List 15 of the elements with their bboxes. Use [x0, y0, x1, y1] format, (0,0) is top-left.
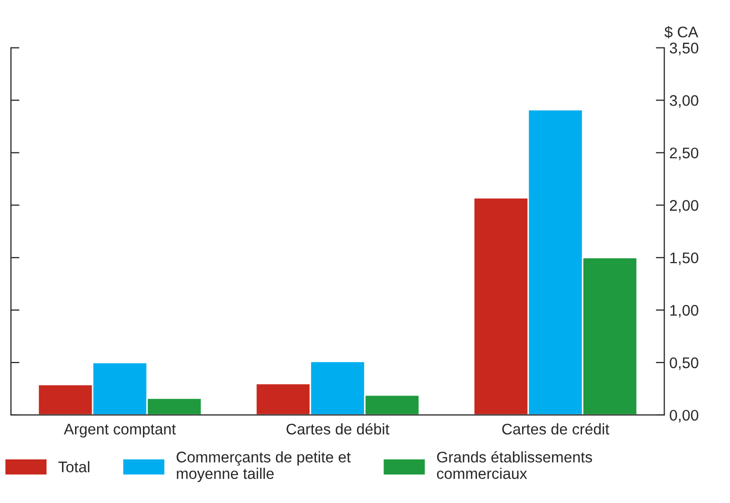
y-tick-label: 3,00 — [670, 95, 698, 108]
x-tick-label: Cartes de crédit — [502, 423, 610, 435]
x-tick-label: Argent comptant — [64, 424, 176, 438]
y-tick-label: 3,50 — [670, 42, 698, 56]
y-tick-label: 2,00 — [670, 200, 698, 213]
x-tick-label: Cartes de débit — [286, 423, 390, 435]
y-tick-label: 1,50 — [670, 252, 698, 266]
legend-label: Commerçants de petite et moyenne taille — [176, 451, 351, 482]
y-tick-label: 0,00 — [670, 410, 698, 422]
legend-label: Grands établissements commerciaux — [436, 451, 592, 479]
y-tick-label: 2,50 — [670, 148, 698, 160]
y-axis-title: $ CA — [664, 26, 698, 38]
y-tick-label: 0,50 — [670, 357, 698, 370]
legend-label: Total — [58, 461, 90, 472]
y-tick-label: 1,00 — [670, 304, 698, 318]
